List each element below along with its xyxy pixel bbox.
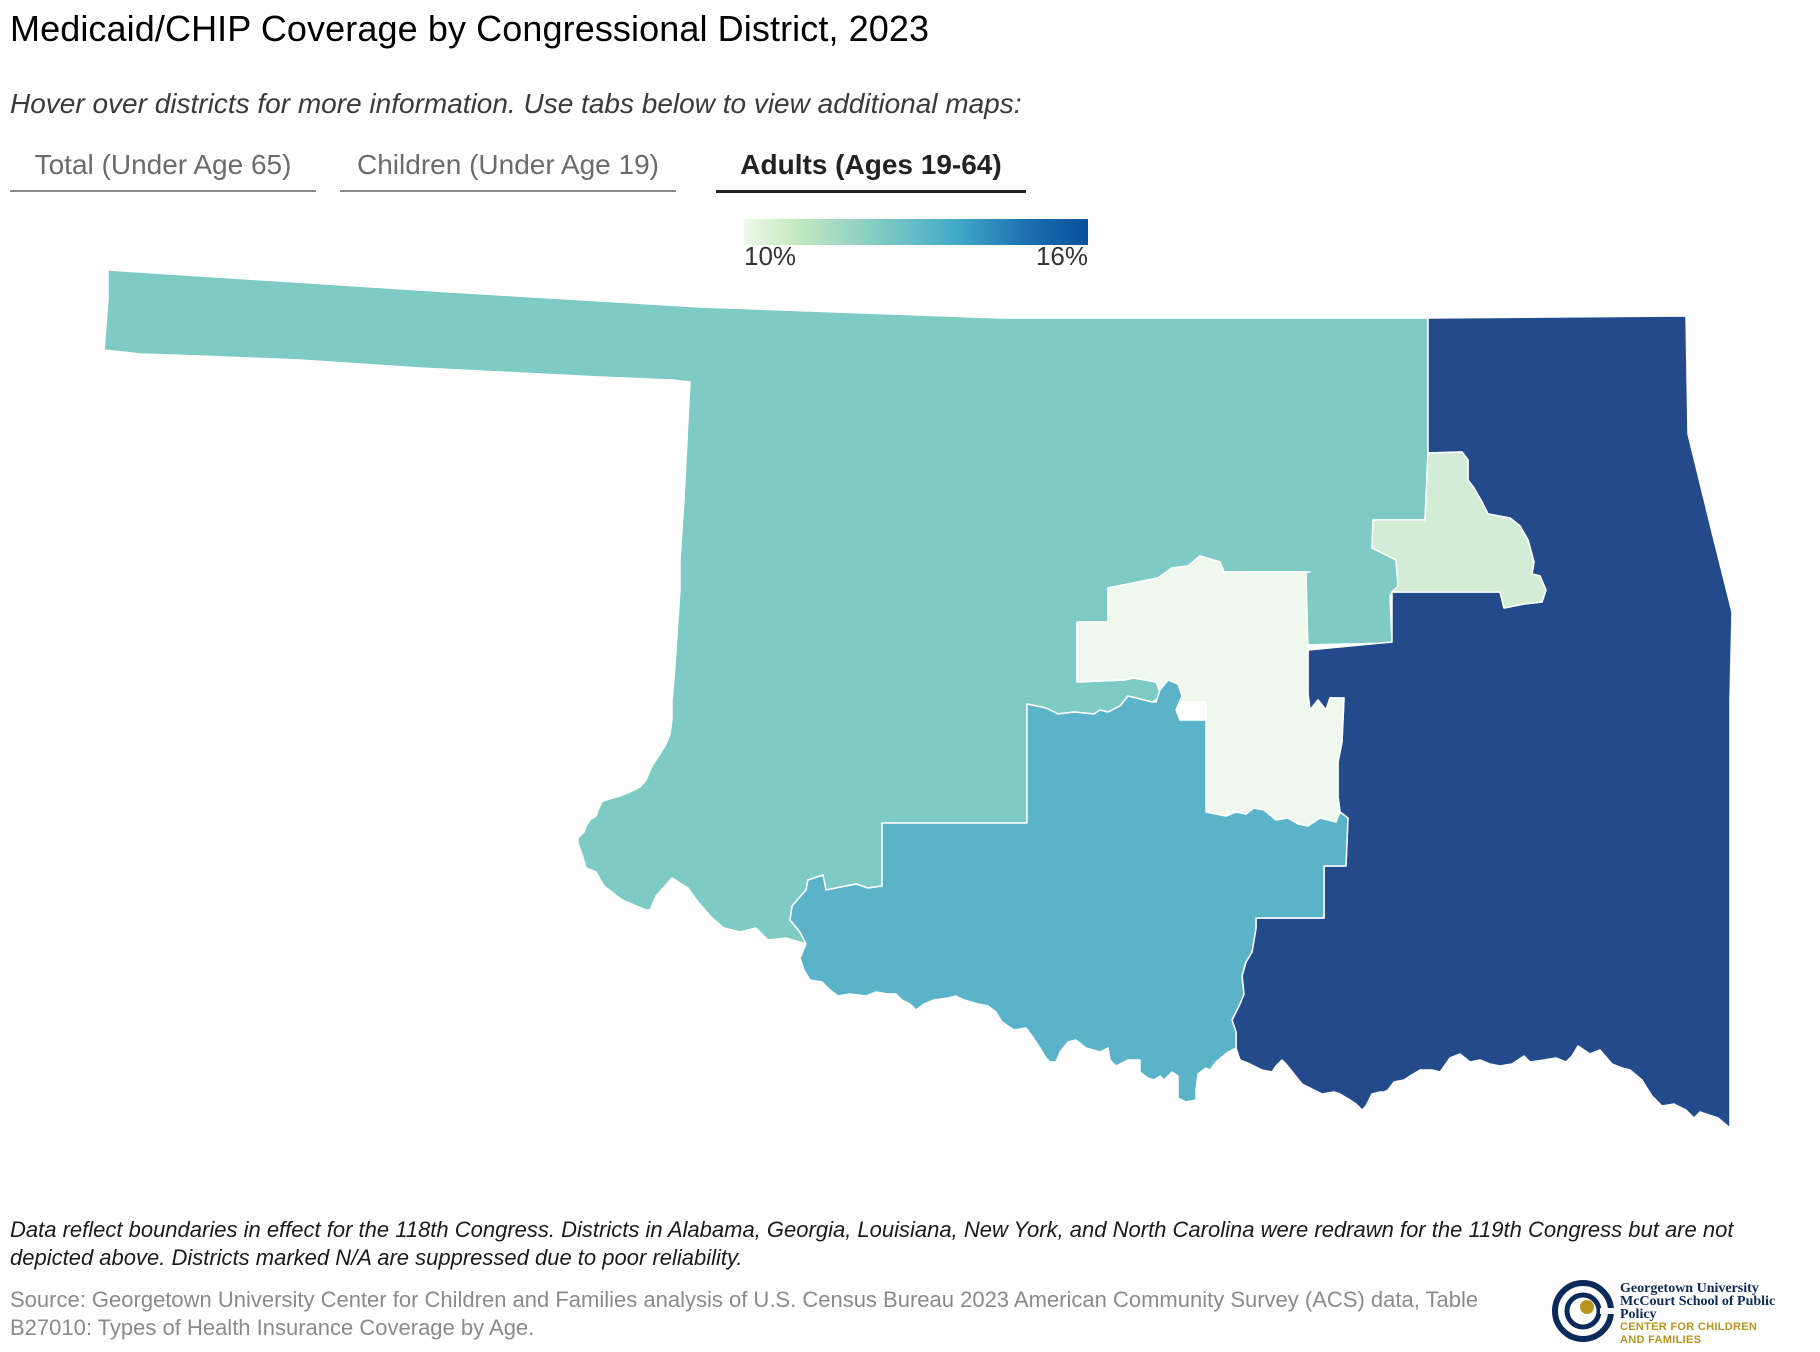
legend-max-label: 16% — [1035, 241, 1088, 271]
logo-line-families: AND FAMILIES — [1620, 1334, 1702, 1346]
logo-text: Georgetown University McCourt School of … — [1620, 1282, 1812, 1347]
georgetown-logo: Georgetown University McCourt School of … — [1552, 1280, 1812, 1347]
source-citation: Source: Georgetown University Center for… — [10, 1287, 1479, 1340]
georgetown-seal-icon — [1552, 1280, 1614, 1342]
district-ok-1[interactable] — [1371, 451, 1547, 609]
logo-line-center: CENTER FOR CHILDREN — [1620, 1321, 1758, 1333]
legend-gradient-bar — [744, 219, 1088, 245]
tab-total[interactable]: Total (Under Age 65) — [10, 146, 316, 192]
logo-line-school: McCourt School of Public Policy — [1620, 1294, 1776, 1322]
footnote: Data reflect boundaries in effect for th… — [10, 1217, 1734, 1270]
chart-subtitle: Hover over districts for more informatio… — [10, 88, 1022, 119]
logo-line-university: Georgetown University — [1620, 1281, 1759, 1296]
tab-adults[interactable]: Adults (Ages 19-64) — [716, 146, 1026, 193]
tab-children[interactable]: Children (Under Age 19) — [340, 146, 676, 192]
district-ok-4[interactable] — [789, 679, 1349, 1103]
legend-min-label: 10% — [744, 241, 797, 271]
chart-title: Medicaid/CHIP Coverage by Congressional … — [10, 8, 930, 49]
color-legend: 10% 16% — [744, 219, 1088, 271]
oklahoma-district-map — [103, 269, 1733, 1129]
